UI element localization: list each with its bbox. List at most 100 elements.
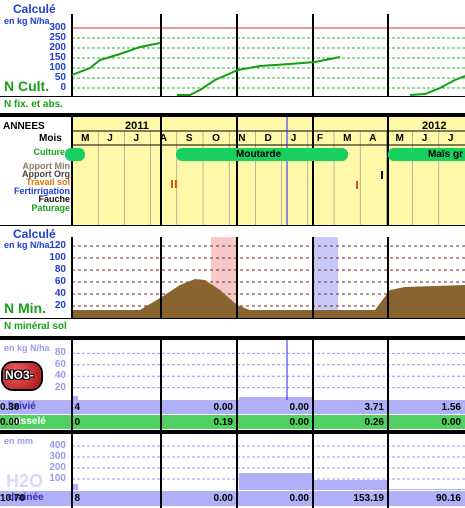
ncult-curve [71,42,161,76]
nmin-ytick: 40 [54,288,66,299]
calendar-row-label: Apport Org [22,169,70,179]
nmin-area [72,279,465,318]
no3-ytick: 60 [54,358,66,370]
year-2012: 2012 [422,120,447,132]
month-label: M [395,133,404,144]
month-label: D [264,133,272,144]
ruissele-value: 0.19 [213,417,233,428]
ncult-ytick: 100 [49,62,66,73]
nmin-ytick: 80 [54,264,66,275]
month-label: A [159,133,167,144]
crop-bar [388,148,465,161]
ruissele-value: 0 [74,417,80,428]
drainee-bar [72,484,78,490]
month-label: M [81,133,90,144]
crop-bar [65,148,85,161]
drainee-value: 8 [74,493,80,504]
apport-org-mark [381,171,383,179]
ruissele-row [0,415,465,429]
ncult-sublabel: N fix. et abs. [4,99,63,110]
lixivie-value: 0.00 [289,402,309,413]
travail-sol-mark [171,180,173,188]
travail-sol-mark [356,181,358,189]
calendar-row-label: Travail sol [25,177,70,187]
h2o-ytick: 300 [49,451,66,462]
h2o-ytick: 400 [49,440,66,451]
h2o-ytick: 100 [49,473,66,484]
lixivie-label: lixivié [8,401,36,412]
annees-label: ANNEES [3,121,45,132]
no3-ytick: 80 [54,347,66,359]
ncult-label: N Cult. [4,78,50,94]
h2o-ytick: 200 [49,462,66,473]
nmin-unit: en kg N/ha [4,240,50,250]
drainee-label: drainée [8,492,44,503]
no3-ytick: 20 [54,381,66,393]
crop-label: Moutarde [236,149,281,160]
month-label: F [316,133,323,144]
ncult-curve [177,56,341,96]
lixivie-bar [239,397,312,400]
nmin-title: Calculé [13,227,56,241]
ncult-ytick: 200 [49,42,66,53]
h2o-unit: en mm [4,436,34,446]
month-label: M [343,133,352,144]
ncult-curve [409,75,465,96]
drainee-bar [389,489,465,490]
ncult-ytick: 300 [49,22,66,33]
ncult-title: Calculé [13,2,56,16]
ncult-chart [71,14,465,96]
ncult-ytick: 50 [54,72,66,83]
year-2011: 2011 [125,120,149,132]
no3-unit: en kg N/ha [4,343,50,353]
month-label: J [133,133,140,144]
mois-label: Mois [39,133,62,144]
calendar-row-label: Cultures [33,147,70,157]
no3-badge-text: NO3- [5,368,34,382]
ruissele-label: ruisselé [8,416,46,427]
lixivie-value: 3.71 [364,402,384,413]
month-label: S [185,133,193,144]
crop-bar [176,148,348,161]
ruissele-value: 0.00 [441,417,461,428]
drainee-bar [239,473,312,490]
ncult-ytick: 250 [49,32,66,43]
nmin-highlight-band [313,237,338,318]
calendar-grid [72,117,465,225]
month-label: J [290,133,297,144]
calendar-row-label: Fauche [38,194,70,204]
travail-sol-mark [175,180,177,188]
ncult-divider [0,96,465,97]
month-label: O [212,133,220,144]
drainee-value: 90.16 [435,493,461,504]
nmin-sublabel: N minéral sol [4,321,67,332]
ruissele-value: 0.00 [289,417,309,428]
drainee-row [0,491,465,506]
h2o-badge: H2O [6,471,44,491]
nmin-ytick: 120 [49,240,66,251]
lixivie-value: 1.56 [441,402,461,413]
calendar-row-label: Paturage [31,203,70,213]
ncult-ytick: 150 [49,52,66,63]
nmin-ytick: 20 [54,300,66,311]
calendar-row-label: Apport Min [22,161,71,171]
ruissele-value: 0.26 [364,417,384,428]
ruissele-value: 0.00 [0,417,20,428]
month-label: N [238,133,246,144]
drainee-value: 0.00 [213,493,233,504]
nmin-ytick: 100 [49,252,66,263]
nmin-label: N Min. [4,300,46,316]
lixivie-value: 0.30 [0,402,20,413]
crop-label: Maïs gr [428,149,464,160]
calendar-row-label: Fertirrigation [13,186,70,196]
lixivie-bar [72,396,78,400]
no3-ytick: 40 [54,370,66,382]
no3-badge: NO3- [3,363,41,389]
ncult-ytick: 0 [60,82,66,93]
month-label: J [421,133,428,144]
lixivie-value: 4 [74,402,80,413]
drainee-value: 10.70 [0,493,26,504]
